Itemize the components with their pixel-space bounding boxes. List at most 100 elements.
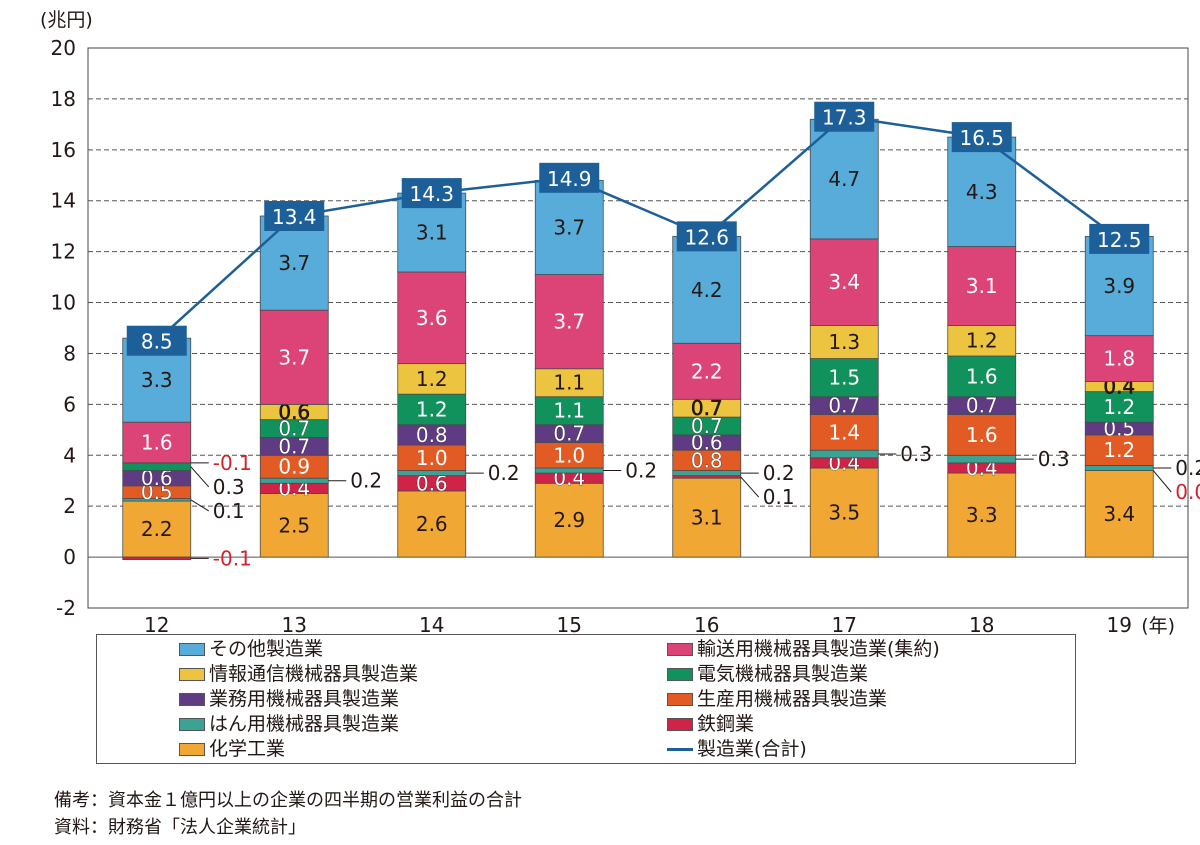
y-tick-label: 14 bbox=[51, 189, 76, 213]
y-tick-label: 20 bbox=[51, 36, 76, 60]
leader-line bbox=[190, 499, 210, 512]
bar-segment bbox=[947, 325, 1017, 357]
data-label: 3.4 bbox=[1103, 502, 1135, 526]
total-marker bbox=[951, 122, 1012, 153]
data-label-outside: 0.0 bbox=[1175, 480, 1200, 504]
legend-label: 生産用機械器具製造業 bbox=[697, 688, 888, 710]
x-tick-label: 19 bbox=[1107, 613, 1132, 637]
data-label: 1.8 bbox=[1103, 347, 1135, 371]
legend-item-production-machinery: 生産用機械器具製造業 bbox=[667, 688, 887, 710]
legend-swatch bbox=[667, 667, 693, 681]
data-label: 0.9 bbox=[278, 455, 310, 479]
total-label: 16.5 bbox=[959, 126, 1004, 150]
y-unit-label: (兆円) bbox=[40, 9, 93, 31]
y-tick-label: 6 bbox=[63, 392, 76, 416]
data-label-outside: 0.1 bbox=[213, 499, 245, 523]
data-label-outside: -0.1 bbox=[213, 546, 252, 570]
bar-segment bbox=[809, 449, 879, 459]
bar-segment bbox=[122, 421, 192, 464]
data-label: 1.0 bbox=[416, 446, 448, 470]
data-label: 0.8 bbox=[416, 423, 448, 447]
y-tick-label: 12 bbox=[51, 240, 76, 264]
data-label: 3.3 bbox=[966, 503, 998, 527]
x-tick-label: 12 bbox=[144, 613, 169, 637]
legend-swatch bbox=[179, 742, 205, 756]
bar-segment bbox=[259, 215, 329, 311]
bar-segment bbox=[259, 309, 329, 405]
data-label: 2.6 bbox=[416, 512, 448, 536]
total-label: 14.3 bbox=[409, 182, 454, 206]
bar-segment bbox=[809, 414, 879, 451]
data-label: 0.7 bbox=[966, 394, 998, 418]
data-label: 1.1 bbox=[553, 399, 585, 423]
data-label: 3.7 bbox=[553, 310, 585, 334]
x-tick-label: 14 bbox=[419, 613, 444, 637]
bar-segment bbox=[534, 482, 604, 558]
bar-segment bbox=[809, 358, 879, 398]
legend-item-transport-machinery: 輸送用機械器具製造業(集約) bbox=[667, 638, 940, 660]
legend-label: 製造業(合計) bbox=[697, 738, 807, 760]
legend-swatch bbox=[179, 667, 205, 681]
bar-segment bbox=[809, 467, 879, 558]
data-label: 1.2 bbox=[966, 329, 998, 353]
source-note: 資料：財務省「法人企業統計」 bbox=[54, 817, 306, 838]
plot-frame bbox=[87, 47, 1189, 609]
data-label: 3.3 bbox=[141, 368, 173, 392]
bar-segment bbox=[534, 179, 604, 275]
data-label: 3.5 bbox=[828, 501, 860, 525]
total-label: 14.9 bbox=[547, 167, 592, 191]
total-marker bbox=[676, 221, 737, 252]
data-label: 2.9 bbox=[553, 508, 585, 532]
data-label-outside: 0.2 bbox=[488, 461, 520, 485]
legend-swatch bbox=[179, 642, 205, 656]
y-tick-label: 2 bbox=[63, 494, 76, 518]
bar-segment bbox=[259, 477, 329, 484]
bar-segment bbox=[397, 363, 467, 395]
legend-item-chemical: 化学工業 bbox=[179, 738, 285, 760]
data-label: 3.9 bbox=[1103, 274, 1135, 298]
bar-segment bbox=[947, 414, 1017, 456]
legend-line-swatch bbox=[667, 747, 693, 751]
x-unit-label: (年) bbox=[1141, 615, 1175, 637]
data-label: 2.2 bbox=[691, 359, 723, 383]
y-tick-label: 0 bbox=[63, 545, 76, 569]
data-label: 3.7 bbox=[278, 345, 310, 369]
data-label: 1.2 bbox=[1103, 438, 1135, 462]
total-marker bbox=[126, 325, 187, 356]
data-label: 1.6 bbox=[141, 431, 173, 455]
leader-line bbox=[190, 466, 210, 488]
bar-segment bbox=[1084, 470, 1154, 558]
data-label: 3.7 bbox=[553, 215, 585, 239]
data-label: 0.7 bbox=[553, 422, 585, 446]
bar-segment bbox=[1084, 465, 1154, 471]
data-label: 3.1 bbox=[966, 274, 998, 298]
bar-segment bbox=[947, 246, 1017, 326]
legend-swatch bbox=[667, 642, 693, 656]
bar-segment bbox=[397, 271, 467, 365]
bar-segment bbox=[809, 238, 879, 326]
data-label-outside: -0.1 bbox=[213, 451, 252, 475]
total-label: 12.5 bbox=[1097, 228, 1142, 252]
data-label: 0.7 bbox=[278, 434, 310, 458]
legend-swatch bbox=[667, 717, 693, 731]
legend-label: 情報通信機械器具製造業 bbox=[209, 663, 419, 685]
data-label: 4.2 bbox=[691, 278, 723, 302]
data-label: 0.8 bbox=[691, 448, 723, 472]
x-tick-label: 16 bbox=[694, 613, 719, 637]
data-label: 0.7 bbox=[828, 394, 860, 418]
total-marker bbox=[1089, 223, 1150, 254]
y-tick-label: 16 bbox=[51, 138, 76, 162]
y-tick-label: -2 bbox=[56, 596, 76, 620]
legend-swatch bbox=[667, 692, 693, 706]
x-tick-label: 13 bbox=[282, 613, 307, 637]
bar-segment bbox=[1084, 434, 1154, 466]
total-label: 13.4 bbox=[272, 205, 317, 229]
data-label: 3.6 bbox=[416, 306, 448, 330]
data-label-outside: 0.2 bbox=[625, 459, 657, 483]
x-tick-label: 18 bbox=[969, 613, 994, 637]
leader-line bbox=[1152, 470, 1172, 493]
legend-swatch bbox=[179, 717, 205, 731]
data-label: 3.4 bbox=[828, 270, 860, 294]
data-label-outside: 0.2 bbox=[350, 469, 382, 493]
y-tick-label: 4 bbox=[63, 443, 76, 467]
